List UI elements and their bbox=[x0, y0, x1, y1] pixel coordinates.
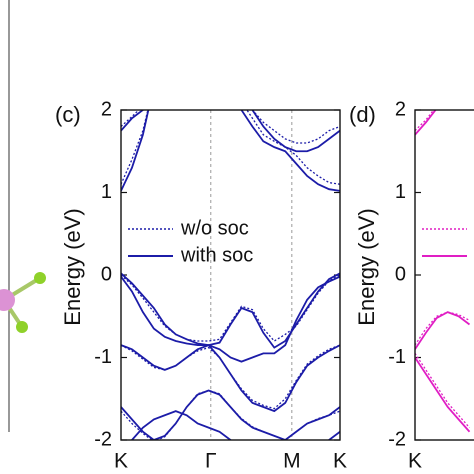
axes-frame bbox=[414, 109, 474, 441]
y-tick-label: -2 bbox=[94, 428, 112, 450]
y-tick-label: 1 bbox=[101, 181, 112, 203]
y-tick-label: -2 bbox=[388, 428, 406, 450]
axes-frame bbox=[120, 109, 341, 441]
band-line bbox=[415, 110, 435, 132]
band-line bbox=[415, 311, 471, 350]
y-tick-label: 2 bbox=[101, 98, 112, 120]
band-line bbox=[130, 410, 340, 440]
y-tick-label: -1 bbox=[94, 346, 112, 368]
atom bbox=[16, 321, 28, 333]
y-axis-label: Energy (eV) bbox=[60, 208, 85, 325]
band-line bbox=[121, 272, 340, 349]
bands bbox=[415, 110, 471, 433]
y-axis-label: Energy (eV) bbox=[354, 208, 379, 325]
legend-label: w/o soc bbox=[180, 217, 249, 239]
band-line bbox=[415, 353, 470, 429]
x-tick-label: Γ bbox=[205, 450, 217, 473]
band-line bbox=[121, 110, 340, 185]
band-line bbox=[121, 344, 340, 413]
panel-label: (c) bbox=[55, 102, 81, 127]
structure-panel bbox=[0, 0, 46, 432]
band-line bbox=[415, 357, 471, 433]
band-panel: K-2 -1 0 1 2 (d) Energy (eV) bbox=[349, 98, 474, 473]
band-line bbox=[121, 389, 340, 440]
atom bbox=[0, 289, 15, 311]
band-line bbox=[121, 110, 340, 144]
y-tick-label: -1 bbox=[388, 346, 406, 368]
bands bbox=[121, 110, 340, 440]
x-tick-label: K bbox=[333, 450, 347, 473]
band-line bbox=[121, 389, 340, 440]
x-tick-label: M bbox=[283, 450, 301, 473]
panel-label: (d) bbox=[349, 102, 376, 127]
x-tick-label: K bbox=[408, 450, 422, 473]
x-tick-label: K bbox=[114, 450, 128, 473]
band-line bbox=[121, 110, 340, 192]
y-tick-label: 1 bbox=[395, 181, 406, 203]
legend-label: with soc bbox=[180, 244, 253, 266]
band-line bbox=[121, 110, 340, 153]
y-tick-label: 0 bbox=[101, 263, 112, 285]
atom bbox=[34, 272, 46, 284]
y-tick-label: 0 bbox=[395, 263, 406, 285]
band-line bbox=[415, 110, 437, 136]
band-line bbox=[121, 275, 340, 363]
band-line bbox=[415, 311, 470, 346]
y-tick-label: 2 bbox=[395, 98, 406, 120]
band-line bbox=[121, 344, 340, 410]
